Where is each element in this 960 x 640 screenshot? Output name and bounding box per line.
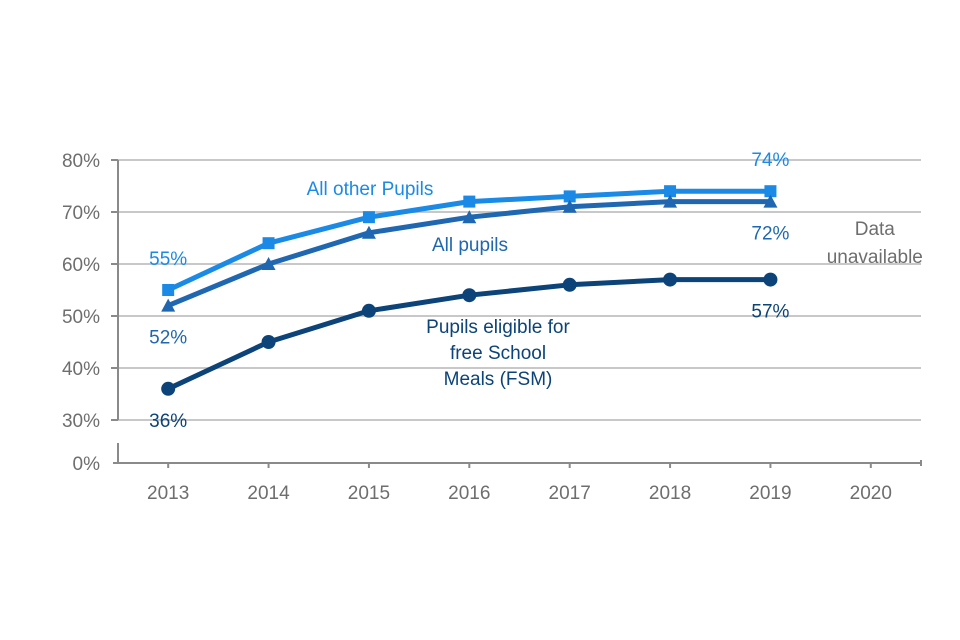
marker-triangle — [361, 225, 376, 239]
y-tick-label: 80% — [62, 151, 100, 172]
marker-circle — [663, 272, 678, 287]
marker-triangle — [261, 257, 276, 270]
marker-square — [664, 185, 677, 198]
marker-square — [362, 211, 375, 224]
x-tick-label: 2017 — [549, 483, 591, 504]
x-tick-label: 2016 — [448, 483, 490, 504]
marker-square — [262, 237, 275, 250]
series-lines — [161, 185, 778, 396]
marker-square — [463, 195, 476, 208]
series-label-fsm: Meals (FSM) — [444, 369, 553, 390]
data-label: 52% — [149, 328, 187, 349]
marker-triangle — [663, 194, 678, 208]
x-tick-label: 2018 — [649, 483, 691, 504]
x-tick-label: 2013 — [147, 483, 189, 504]
y-tick-label: 0% — [73, 454, 101, 475]
x-tick-label: 2015 — [348, 483, 390, 504]
x-tick-label: 2014 — [247, 483, 290, 504]
data-label: 36% — [149, 411, 187, 432]
series-label-fsm: free School — [450, 343, 546, 364]
marker-circle — [562, 277, 577, 292]
marker-circle — [361, 303, 376, 318]
marker-circle — [261, 335, 276, 349]
data-unavailable-note: unavailable — [827, 247, 923, 268]
y-tick-label: 60% — [62, 255, 100, 276]
series-label-all-other-pupils: All other Pupils — [307, 179, 434, 200]
marker-triangle — [462, 210, 477, 224]
x-tick-label: 2019 — [749, 483, 791, 504]
data-label: 74% — [751, 150, 789, 171]
marker-triangle — [763, 194, 778, 208]
y-tick-label: 30% — [62, 411, 100, 432]
y-tick-label: 40% — [62, 359, 100, 380]
y-tick-label: 70% — [62, 203, 100, 224]
marker-circle — [462, 288, 477, 303]
axes — [111, 159, 922, 468]
series-label-fsm: Pupils eligible for — [426, 317, 570, 338]
y-tick-label: 50% — [62, 307, 100, 328]
marker-circle — [763, 272, 778, 287]
data-unavailable-note: Data — [855, 219, 896, 240]
marker-square — [162, 284, 175, 296]
marker-circle — [161, 381, 176, 396]
marker-square — [764, 185, 777, 198]
marker-triangle — [562, 199, 577, 213]
data-label: 72% — [751, 224, 789, 245]
series-label-all-pupils: All pupils — [432, 235, 508, 256]
data-label: 55% — [149, 249, 187, 270]
marker-triangle — [161, 298, 176, 312]
data-label: 57% — [751, 302, 789, 323]
y-axis-ticks: 0% 30% 40% 50% 60% 70% 80% — [62, 151, 100, 475]
marker-square — [563, 190, 576, 203]
annotations: 55% 74% 52% 72% 36% 57% All other Pupils All pu… — [149, 150, 923, 432]
x-tick-label: 2020 — [850, 483, 892, 504]
x-axis-ticks: 2013 2014 2015 2016 2017 2018 2019 2020 — [147, 483, 892, 504]
